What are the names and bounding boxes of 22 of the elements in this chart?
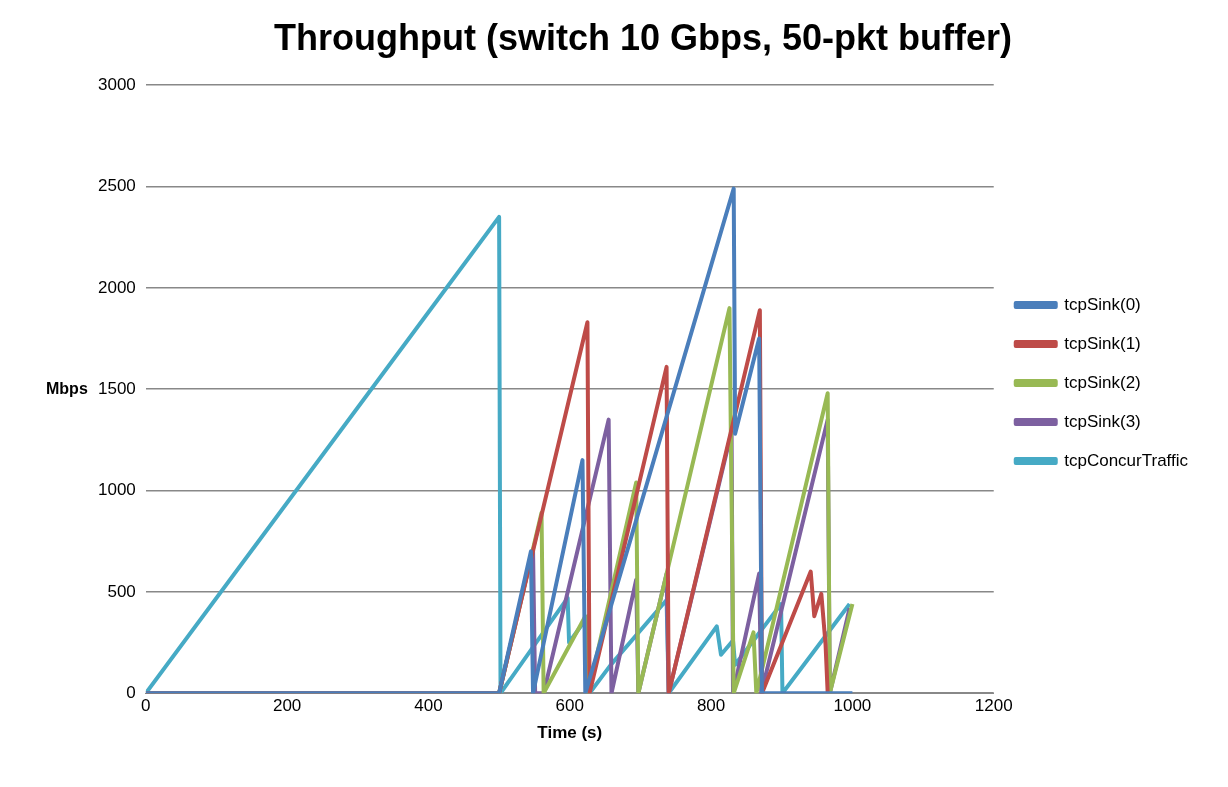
x-tick-label: 400 [414, 696, 443, 716]
chart-title: Throughput (switch 10 Gbps, 50-pkt buffer) [274, 16, 1012, 58]
y-axis-title: Mbps [46, 379, 88, 397]
y-tick-label: 1500 [97, 378, 136, 398]
legend-label: tcpSink(3) [1064, 411, 1141, 431]
x-tick-label: 1200 [974, 696, 1013, 716]
x-tick-label: 600 [555, 696, 584, 716]
y-tick-label: 500 [107, 581, 136, 601]
y-tick-label: 2000 [97, 277, 136, 297]
y-tick-label: 3000 [97, 74, 136, 94]
legend-label: tcpSink(0) [1064, 294, 1141, 314]
x-tick-label: 1000 [833, 696, 872, 716]
x-tick-label: 0 [141, 696, 151, 716]
y-tick-label: 0 [126, 682, 136, 702]
x-tick-label: 200 [272, 696, 302, 716]
x-axis-title: Time (s) [537, 723, 603, 743]
legend-label: tcpSink(2) [1064, 372, 1141, 392]
legend-label: tcpConcurTraffic [1064, 450, 1189, 470]
legend-label: tcpSink(1) [1064, 333, 1141, 353]
y-tick-label: 2500 [97, 176, 136, 196]
x-tick-label: 800 [696, 696, 726, 716]
y-tick-label: 1000 [97, 480, 136, 500]
